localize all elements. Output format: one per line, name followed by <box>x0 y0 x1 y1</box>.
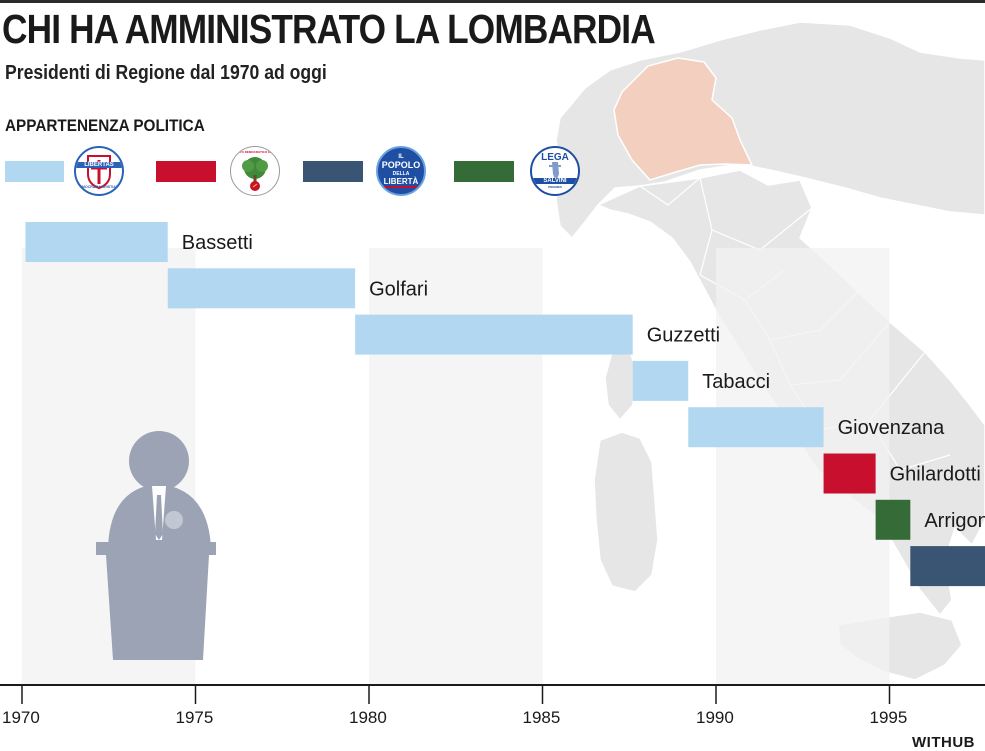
popolo-della-liberta-logo-icon: IL POPOLO DELLA LIBERTÀ <box>376 146 426 196</box>
credit-text: WITHUB <box>912 734 975 751</box>
lombardy-region <box>613 57 754 181</box>
label-guzzetti: Guzzetti <box>647 325 720 347</box>
pdl-logo-word-2: POPOLO <box>381 160 421 170</box>
bar-formigoni <box>910 546 985 587</box>
bar-arrigoni <box>875 499 911 540</box>
pdl-logo-word-4: LIBERTÀ <box>383 177 419 186</box>
bar-tabacci <box>632 360 689 401</box>
bar-bassetti <box>25 222 168 262</box>
sardinia <box>593 431 659 593</box>
tick-label-1980: 1980 <box>349 708 387 727</box>
bar-giovenzana <box>688 407 824 448</box>
dc-logo-ring-text: DEMOCRAZIA CRISTIANA <box>77 185 121 189</box>
lega-salvini-logo-icon: LEGA SALVINI PREMIER <box>530 146 580 196</box>
legend-heading: APPARTENENZA POLITICA <box>5 116 205 135</box>
president-bars <box>25 222 985 587</box>
dc-logo-word: LIBERTAS <box>76 162 122 168</box>
year-band-1980 <box>369 248 543 685</box>
partito-democratico-sinistra-logo-icon: PARTITO DEMOCRATICO DELLA SINISTRA <box>230 146 280 196</box>
label-ghilardotti: Ghilardotti <box>890 464 981 486</box>
tick-label-1995: 1995 <box>870 708 908 727</box>
top-rule <box>0 0 985 3</box>
label-bassetti: Bassetti <box>182 232 253 254</box>
bar-guzzetti <box>355 314 633 355</box>
lega-logo-premier: PREMIER <box>548 185 562 189</box>
legend-swatch-pds <box>156 161 216 182</box>
lega-logo-word: LEGA <box>541 152 569 163</box>
legend-swatch-pdl <box>303 161 363 182</box>
pds-logo-ring-text: PARTITO DEMOCRATICO DELLA SINISTRA <box>231 150 279 154</box>
tick-label-1970: 1970 <box>2 708 40 727</box>
president-labels: Bassetti Golfari Guzzetti Tabacci Giovenzana… <box>182 232 985 532</box>
democrazia-cristiana-logo-icon: LIBERTAS DEMOCRAZIA CRISTIANA <box>74 146 124 196</box>
legend-swatch-dc <box>5 161 64 182</box>
page-subtitle: Presidenti di Regione dal 1970 ad oggi <box>5 62 327 84</box>
pdl-logo-word-3: DELLA <box>392 171 410 177</box>
speaker-at-podium-icon <box>96 431 216 660</box>
tick-label-1990: 1990 <box>696 708 734 727</box>
tick-label-1985: 1985 <box>523 708 561 727</box>
page-title: CHI HA AMMINISTRATO LA LOMBARDIA <box>2 6 656 52</box>
pdl-logo-word-1: IL <box>398 154 404 160</box>
label-giovenzana: Giovenzana <box>838 417 946 439</box>
tick-label-1975: 1975 <box>176 708 214 727</box>
lega-logo-salvini: SALVINI <box>532 178 578 184</box>
label-tabacci: Tabacci <box>702 371 770 393</box>
x-axis-ticks: 1970197519801985199019952000200520102015… <box>2 685 908 727</box>
label-golfari: Golfari <box>369 278 428 300</box>
bar-ghilardotti <box>823 453 876 494</box>
bar-golfari <box>167 268 356 309</box>
legend-swatch-lega <box>454 161 514 182</box>
label-arrigoni: Arrigoni <box>924 510 985 532</box>
